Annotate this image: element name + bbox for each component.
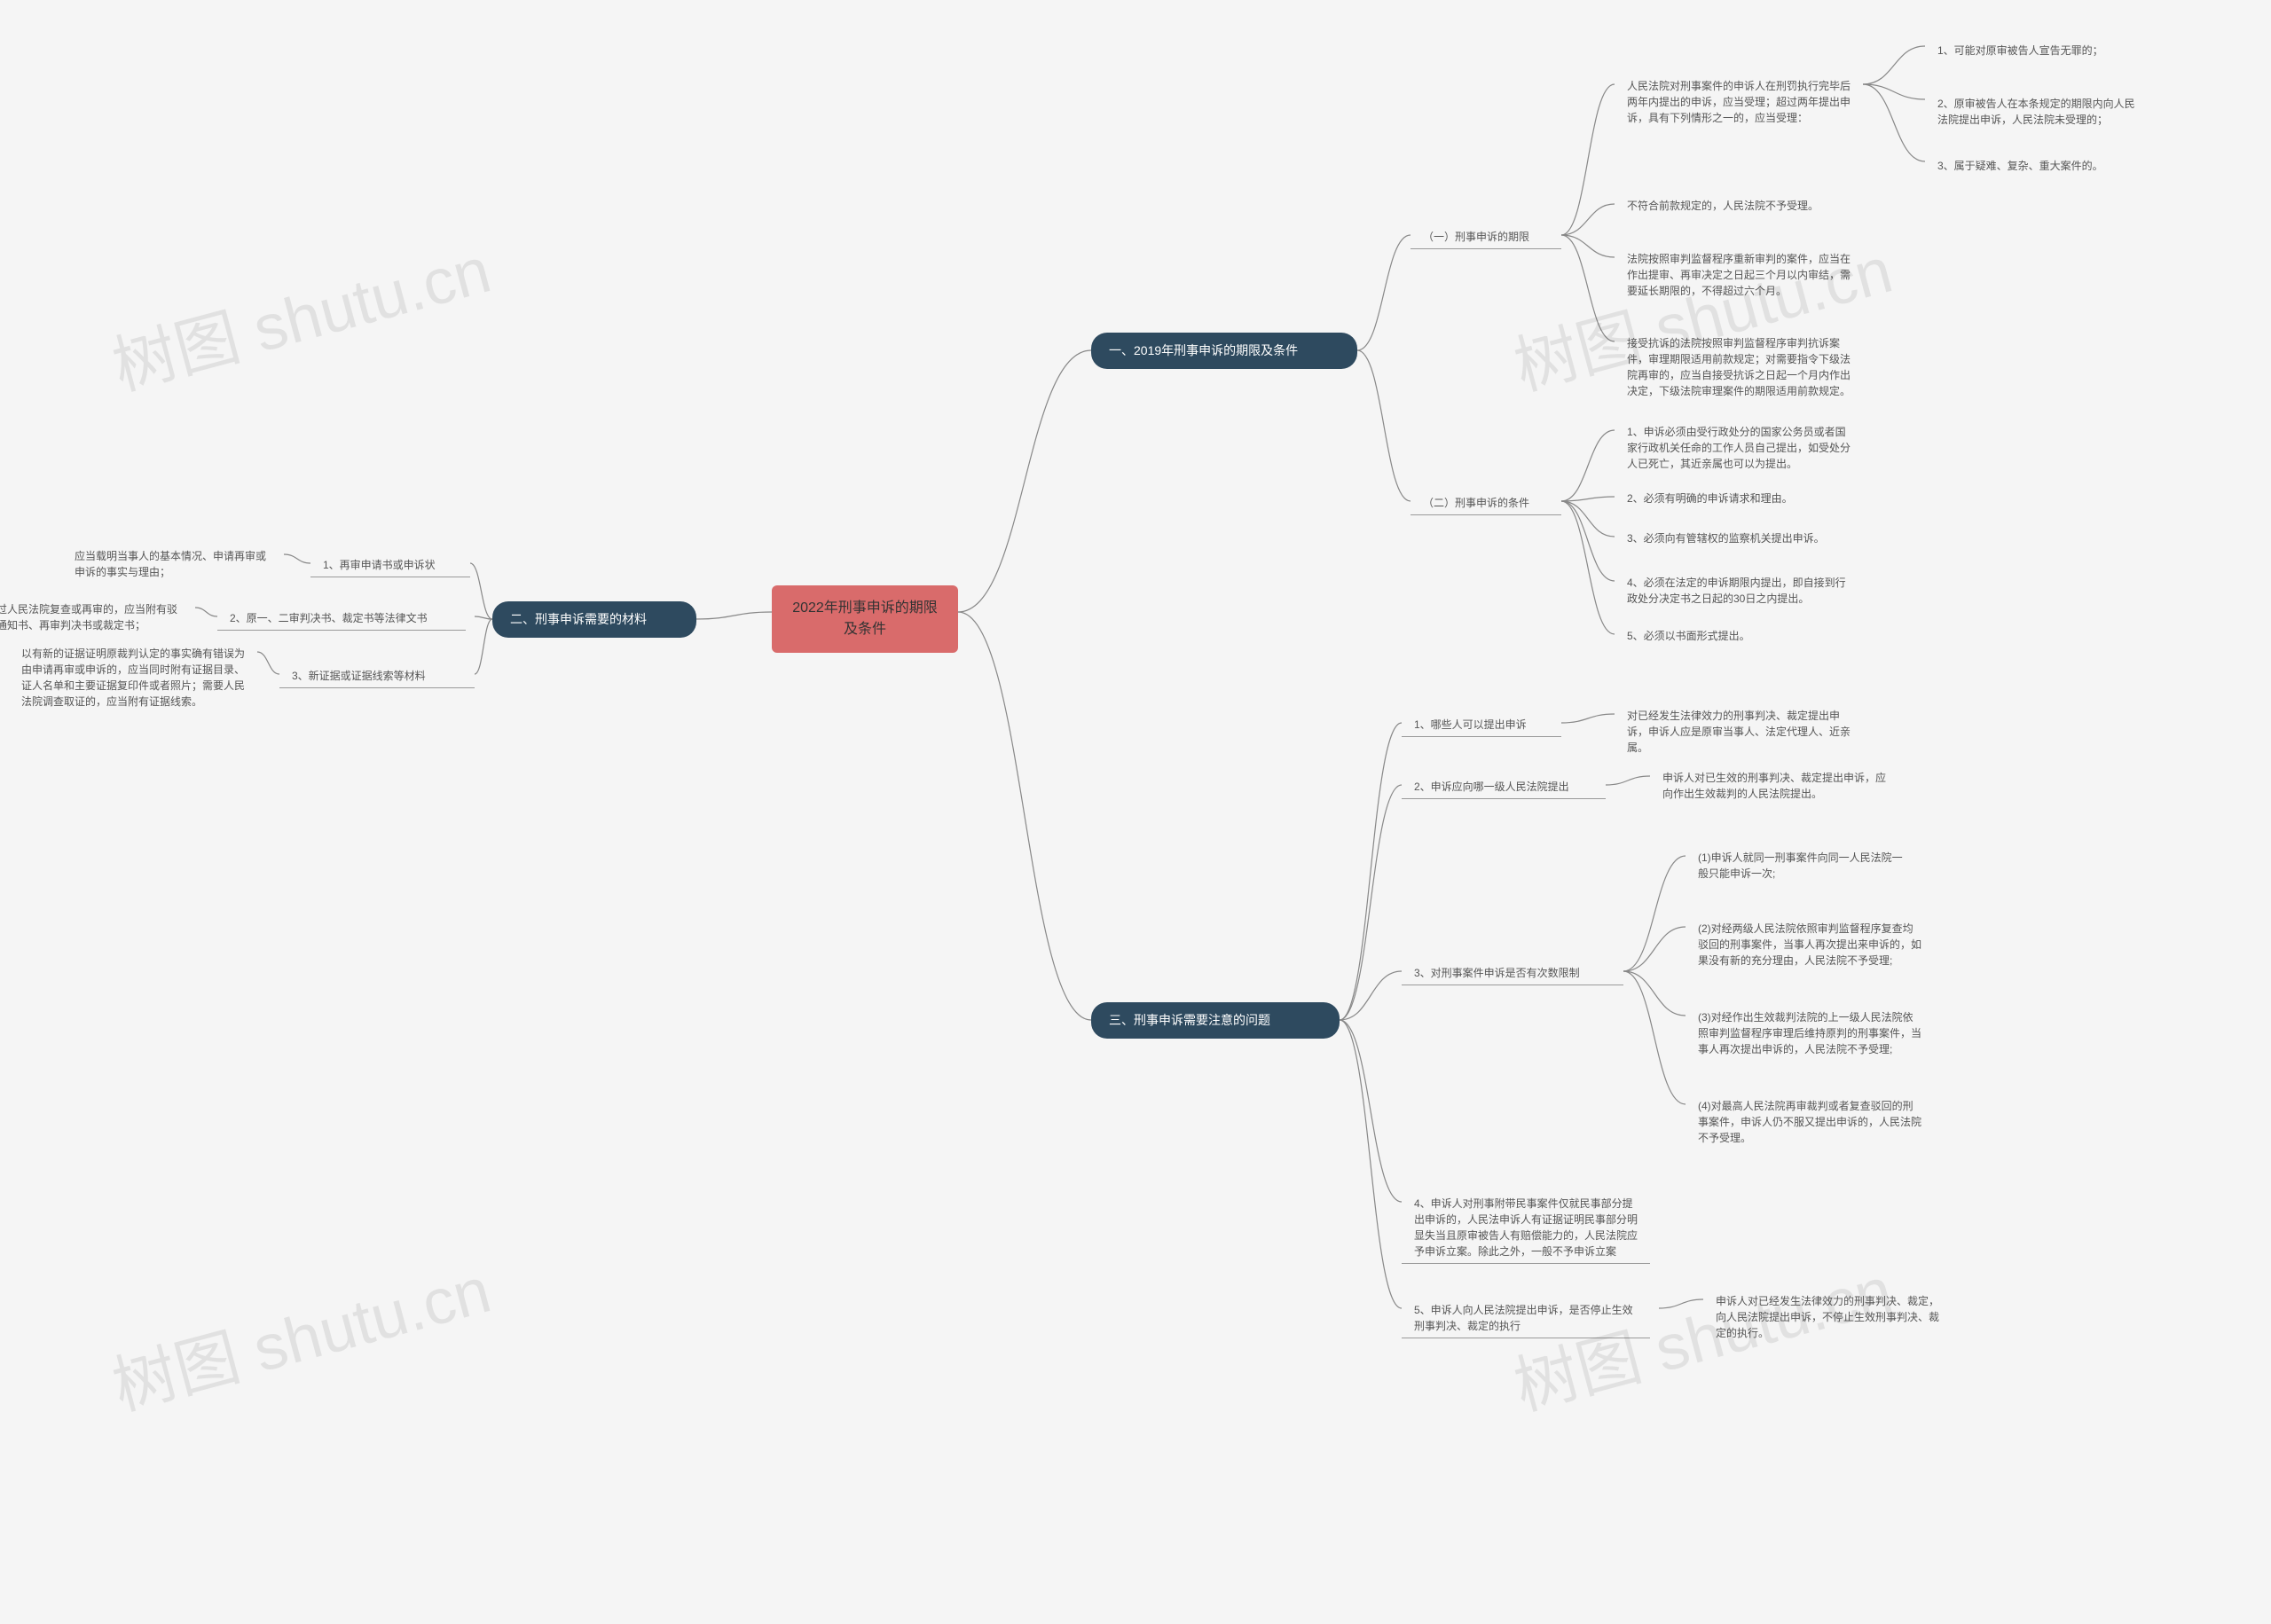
leaf-s1a-0: 人民法院对刑事案件的申诉人在刑罚执行完毕后两年内提出的申诉，应当受理；超过两年提… (1615, 71, 1863, 133)
leaf-s1b-2: 3、必须向有管辖权的监察机关提出申诉。 (1615, 523, 1854, 553)
section-s3[interactable]: 三、刑事申诉需要注意的问题 (1091, 1002, 1340, 1039)
leaf-s3_3-sub-3: (4)对最高人民法院再审裁判或者复查驳回的刑事案件，申诉人仍不服又提出申诉的，人… (1686, 1091, 1934, 1153)
leaf-s1a-1: 不符合前款规定的，人民法院不予受理。 (1615, 191, 1845, 221)
leaf-s1b-0: 1、申诉必须由受行政处分的国家公务员或者国家行政机关任命的工作人员自己提出，如受… (1615, 417, 1863, 479)
leaf-s3_5: 申诉人对已经发生法律效力的刑事判决、裁定，向人民法院提出申诉，不停止生效刑事判决… (1703, 1286, 1952, 1348)
leaf-s1b-3: 4、必须在法定的申诉期限内提出，即自接到行政处分决定书之日起的30日之内提出。 (1615, 568, 1863, 614)
leaf-s1b-1: 2、必须有明确的申诉请求和理由。 (1615, 483, 1845, 514)
leaf-s2_3: 以有新的证据证明原裁判认定的事实确有错误为由申请再审或申诉的，应当同时附有证据目… (9, 639, 257, 717)
child-s3_2[interactable]: 2、申诉应向哪一级人民法院提出 (1402, 772, 1606, 799)
child-s2_1[interactable]: 1、再审申请书或申诉状 (310, 550, 470, 577)
leaf-s3_3-sub-0: (1)申诉人就同一刑事案件向同一人民法院一般只能申诉一次; (1686, 843, 1925, 889)
child-s3_1[interactable]: 1、哪些人可以提出申诉 (1402, 710, 1561, 737)
leaf-s1b-4: 5、必须以书面形式提出。 (1615, 621, 1792, 651)
section-s2[interactable]: 二、刑事申诉需要的材料 (492, 601, 696, 638)
leaf-s2_1: 应当载明当事人的基本情况、申请再审或申诉的事实与理由； (62, 541, 284, 587)
leaf-s3_3-sub-1: (2)对经两级人民法院依照审判监督程序复查均驳回的刑事案件，当事人再次提出来申诉… (1686, 914, 1934, 976)
root-node[interactable]: 2022年刑事申诉的期限及条件 (772, 585, 958, 653)
section-s1[interactable]: 一、2019年刑事申诉的期限及条件 (1091, 333, 1357, 369)
child-s3_3[interactable]: 3、对刑事案件申诉是否有次数限制 (1402, 958, 1623, 985)
child-s2_2[interactable]: 2、原一、二审判决书、裁定书等法律文书 (217, 603, 466, 631)
leaf-s3_1: 对已经发生法律效力的刑事判决、裁定提出申诉，申诉人应是原审当事人、法定代理人、近… (1615, 701, 1863, 763)
leaf-s1a-3: 接受抗诉的法院按照审判监督程序审判抗诉案件，审理期限适用前款规定；对需要指令下级… (1615, 328, 1863, 406)
child-s1a[interactable]: （一）刑事申诉的期限 (1411, 222, 1561, 249)
leaf-s1a-0-0: 1、可能对原审被告人宣告无罪的； (1925, 35, 2129, 66)
watermark-1: 树图 shutu.cn (101, 1237, 499, 1427)
child-s3_4[interactable]: 4、申诉人对刑事附带民事案件仅就民事部分提出申诉的，人民法申诉人有证据证明民事部… (1402, 1189, 1650, 1264)
leaf-s3_2: 申诉人对已生效的刑事判决、裁定提出申诉，应向作出生效裁判的人民法院提出。 (1650, 763, 1898, 809)
leaf-s2_2: 经过人民法院复查或再审的，应当附有驳回通知书、再审判决书或裁定书； (0, 594, 195, 640)
leaf-s1a-0-2: 3、属于疑难、复杂、重大案件的。 (1925, 151, 2129, 181)
child-s3_5[interactable]: 5、申诉人向人民法院提出申诉，是否停止生效刑事判决、裁定的执行 (1402, 1295, 1650, 1338)
child-s2_3[interactable]: 3、新证据或证据线索等材料 (279, 661, 475, 688)
leaf-s1a-0-1: 2、原审被告人在本条规定的期限内向人民法院提出申诉，人民法院未受理的； (1925, 89, 2156, 135)
leaf-s1a-2: 法院按照审判监督程序重新审判的案件，应当在作出提审、再审决定之日起三个月以内审结… (1615, 244, 1863, 306)
child-s1b[interactable]: （二）刑事申诉的条件 (1411, 488, 1561, 515)
leaf-s3_3-sub-2: (3)对经作出生效裁判法院的上一级人民法院依照审判监督程序审理后维持原判的刑事案… (1686, 1002, 1934, 1064)
watermark-0: 树图 shutu.cn (101, 217, 499, 407)
